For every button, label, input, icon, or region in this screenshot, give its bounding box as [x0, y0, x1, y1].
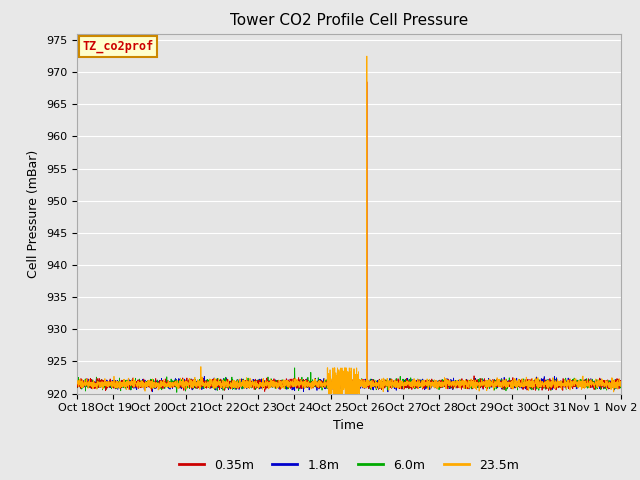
Text: TZ_co2prof: TZ_co2prof: [82, 40, 154, 53]
Title: Tower CO2 Profile Cell Pressure: Tower CO2 Profile Cell Pressure: [230, 13, 468, 28]
Y-axis label: Cell Pressure (mBar): Cell Pressure (mBar): [28, 149, 40, 278]
Legend: 0.35m, 1.8m, 6.0m, 23.5m: 0.35m, 1.8m, 6.0m, 23.5m: [173, 454, 524, 477]
X-axis label: Time: Time: [333, 419, 364, 432]
